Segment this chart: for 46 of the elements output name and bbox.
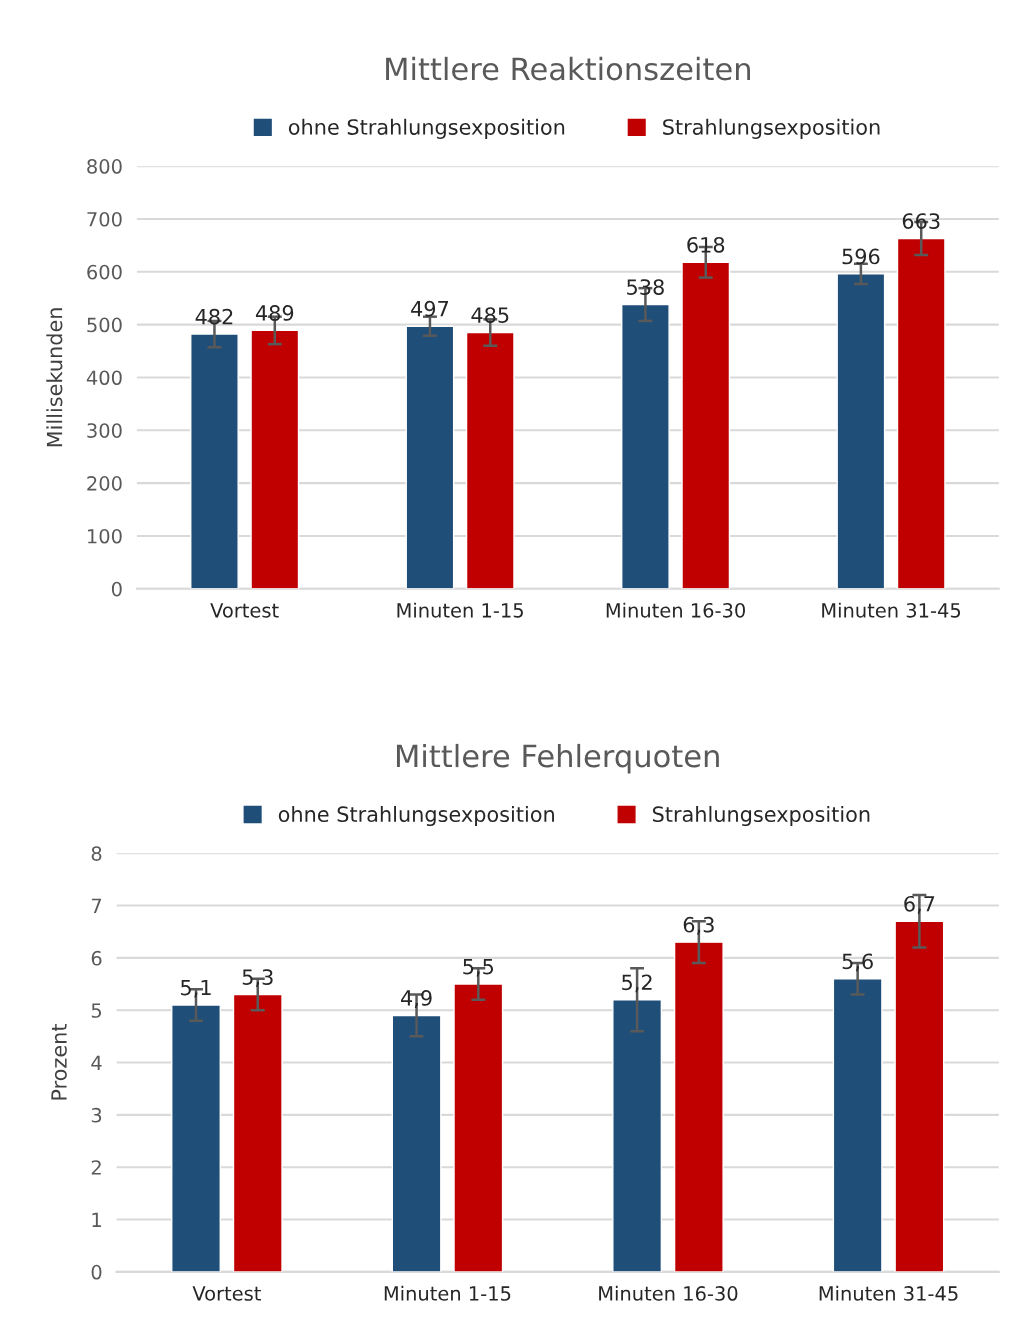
y-tick-label: 100	[88, 528, 122, 544]
data-label: 596	[842, 248, 880, 265]
x-tick-label: Minuten 16-30	[599, 1285, 738, 1301]
y-tick-label: 0	[111, 581, 122, 597]
data-label: 5,1	[181, 979, 211, 998]
y-tick-label: 200	[87, 476, 122, 491]
data-label: 485	[471, 307, 509, 323]
data-label: 618	[687, 236, 725, 253]
y-tick-label: 6	[91, 950, 102, 966]
y-tick-label: 0	[91, 1264, 102, 1280]
y-tick-label: 600	[87, 264, 122, 280]
data-label: 5,6	[842, 953, 873, 972]
y-axis-title: Prozent	[51, 1023, 67, 1100]
data-label: 663	[902, 213, 940, 229]
y-tick-label: 700	[87, 211, 122, 227]
y-tick-label: 1	[92, 1212, 101, 1227]
y-tick-label: 4	[91, 1055, 102, 1070]
data-label: 5,5	[463, 958, 494, 977]
legend-label: ohne Strahlungsexposition	[278, 805, 554, 827]
x-tick-label: Minuten 16-30	[606, 602, 745, 618]
data-label: 489	[255, 305, 294, 321]
legend-label: ohne Strahlungsexposition	[288, 118, 565, 139]
y-axis-title: Millisekunden	[46, 308, 63, 447]
x-tick-label: Minuten 1-15	[397, 602, 523, 618]
y-tick-label: 500	[87, 317, 122, 333]
x-tick-label: Minuten 31-45	[819, 1285, 958, 1301]
y-tick-label: 800	[87, 159, 122, 174]
y-tick-label: 7	[91, 898, 102, 913]
x-tick-label: Vortest	[210, 603, 279, 618]
data-label: 538	[627, 279, 664, 295]
chart-title: Mittlere Reaktionszeiten	[386, 56, 750, 81]
y-tick-label: 2	[91, 1160, 101, 1175]
data-label: 482	[195, 308, 233, 325]
x-tick-label: Minuten 1-15	[384, 1285, 511, 1301]
legend-label: Strahlungsexposition	[663, 118, 880, 139]
y-tick-label: 3	[91, 1107, 102, 1123]
data-label: 5,3	[242, 969, 273, 988]
legend-label: Strahlungsexposition	[652, 805, 870, 827]
chart-title: Mittlere Fehlerquoten	[396, 743, 719, 774]
y-tick-label: 5	[91, 1003, 102, 1018]
x-tick-label: Minuten 31-45	[822, 602, 961, 618]
data-label: 497	[411, 300, 449, 317]
y-tick-label: 400	[86, 370, 122, 386]
y-tick-label: 300	[87, 423, 122, 438]
x-tick-label: Vortest	[192, 1286, 261, 1301]
y-tick-label: 8	[91, 846, 102, 861]
